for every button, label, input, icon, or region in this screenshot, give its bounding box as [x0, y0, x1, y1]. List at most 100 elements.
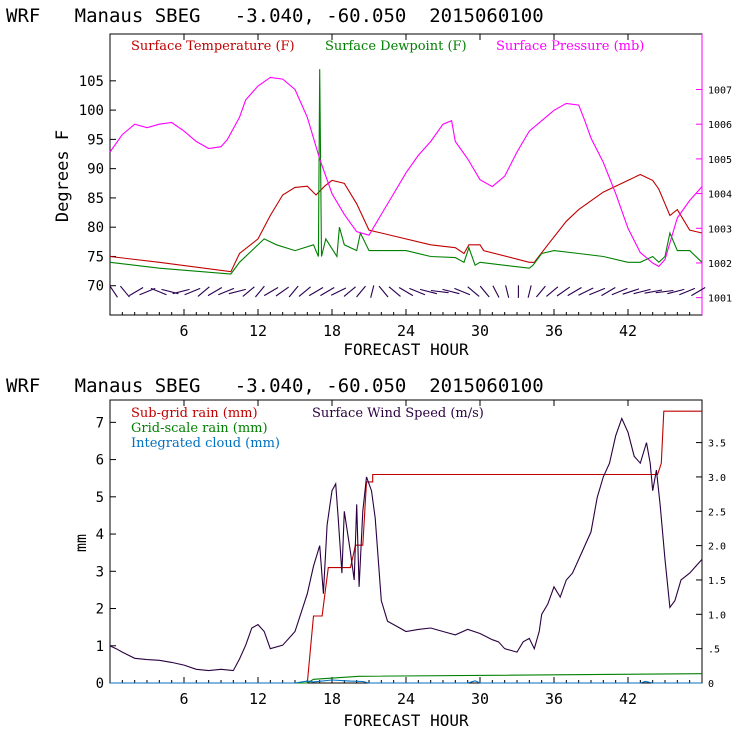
- wind-barb: [109, 285, 118, 298]
- wind-barb: [119, 285, 130, 298]
- bottom-xtick-label: 24: [397, 690, 415, 708]
- bottom-xlabel: FORECAST HOUR: [343, 711, 469, 730]
- wind-barb: [343, 286, 356, 297]
- bottom-ytick-left-label: 0: [96, 676, 104, 692]
- top-ytick-left-label: 80: [87, 220, 104, 236]
- legend-dewpoint: Surface Dewpoint (F): [325, 39, 467, 54]
- top-xtick-label: 30: [471, 322, 489, 340]
- wind-barb: [505, 285, 510, 298]
- top-xtick-label: 42: [619, 322, 637, 340]
- top-ytick-left-label: 85: [87, 191, 104, 207]
- wind-barb: [492, 285, 500, 298]
- bottom-xtick-label: 18: [323, 690, 341, 708]
- top-ytick-left-label: 100: [79, 103, 104, 119]
- wind-barb: [611, 287, 628, 296]
- legend-pressure: Surface Pressure (mb): [496, 39, 644, 54]
- bottom-xtick-label: 42: [619, 690, 637, 708]
- wind-barb: [370, 285, 375, 298]
- top-wind-barbs: [109, 285, 706, 298]
- wind-barb: [535, 285, 546, 298]
- wind-barb: [589, 287, 606, 296]
- wind-barb: [667, 288, 685, 295]
- legend-temperature: Surface Temperature (F): [131, 39, 295, 54]
- legend-subgrid-rain: Sub-grid rain (mm): [131, 406, 258, 421]
- top-ytick-right-label: 1005: [708, 155, 732, 166]
- wind-barb: [242, 286, 255, 297]
- wind-barb: [622, 288, 640, 295]
- top-xtick-label: 12: [249, 322, 267, 340]
- top-ytick-right-label: 1006: [708, 120, 732, 131]
- legend-integrated-cloud: Integrated cloud (mm): [131, 436, 280, 451]
- wind-barb: [679, 287, 696, 296]
- top-xlabel: FORECAST HOUR: [343, 340, 469, 359]
- top-ytick-left-label: 95: [87, 132, 104, 148]
- top-series: [109, 69, 706, 298]
- top-ytick-right-label: 1001: [708, 294, 732, 305]
- top-plot-frame: [109, 33, 703, 316]
- bottom-ytick-right-label: .5: [708, 645, 720, 656]
- wind-barb: [578, 287, 594, 296]
- top-series-surface-dewpoint: [109, 69, 703, 275]
- top-series-surface-temperature: [109, 173, 703, 273]
- wind-barb: [320, 287, 335, 297]
- bottom-ytick-right-label: 2.5: [708, 507, 726, 518]
- bottom-xtick-label: 36: [545, 690, 563, 708]
- bottom-ylabel: mm: [72, 534, 90, 552]
- wind-barb: [207, 287, 223, 297]
- top-ytick-left-label: 105: [79, 74, 104, 90]
- bottom-ytick-left-label: 6: [96, 453, 104, 469]
- wind-barb: [644, 289, 663, 294]
- top-series-surface-pressure: [109, 76, 703, 268]
- wind-barb: [378, 285, 389, 298]
- wind-barb: [298, 286, 311, 297]
- bottom-ytick-right-label: 3.5: [708, 439, 726, 450]
- wind-barb: [172, 288, 190, 295]
- wind-barb: [556, 286, 571, 297]
- bottom-ytick-left-label: 4: [96, 527, 104, 543]
- top-ytick-right-label: 1002: [708, 259, 732, 270]
- top-xtick-label: 18: [323, 322, 341, 340]
- top-ytick-left-label: 75: [87, 249, 104, 265]
- top-xtick-label: 36: [545, 322, 563, 340]
- bottom-ytick-right-label: 3.0: [708, 473, 726, 484]
- wind-barb: [691, 287, 706, 297]
- top-ytick-left-label: 70: [87, 279, 104, 295]
- top-ticks: 6 12 18 24 30 36 42 70 75 80 85 90 95 100 105 1001 1002 1…: [79, 34, 732, 340]
- wind-barb: [356, 285, 366, 298]
- bottom-ytick-left-label: 7: [96, 415, 104, 431]
- bottom-ytick-right-label: 0: [708, 679, 714, 690]
- top-ytick-right-label: 1004: [708, 190, 732, 201]
- top-ytick-right-label: 1007: [708, 86, 732, 97]
- wind-barb: [398, 287, 414, 297]
- wind-barb: [633, 288, 651, 295]
- bottom-xtick-label: 6: [179, 690, 188, 708]
- wind-barb: [308, 287, 324, 297]
- bottom-series: [109, 410, 703, 684]
- legend-wind-speed: Surface Wind Speed (m/s): [312, 406, 484, 421]
- bottom-series-sub-grid-rain: [110, 410, 702, 684]
- wind-barb: [479, 285, 490, 298]
- bottom-panel: WRF Manaus SBEG -3.040, -60.050 20150601…: [6, 375, 726, 730]
- bottom-series-surface-wind-speed: [109, 417, 703, 672]
- bottom-xtick-label: 12: [249, 690, 267, 708]
- wind-barb: [527, 285, 532, 298]
- wind-barb: [129, 287, 144, 297]
- top-ylabel: Degrees F: [53, 130, 73, 222]
- bottom-ytick-left-label: 5: [96, 490, 104, 506]
- wind-barb: [388, 286, 401, 297]
- wind-barb: [275, 286, 290, 297]
- wind-barb: [330, 287, 347, 296]
- bottom-series-integrated-cloud: [110, 679, 702, 684]
- wind-barb: [254, 285, 265, 298]
- top-panel: WRF Manaus SBEG -3.040, -60.050 20150601…: [6, 5, 732, 359]
- wind-barb: [409, 287, 426, 296]
- wind-barb: [288, 285, 299, 298]
- bottom-ytick-left-label: 3: [96, 564, 104, 580]
- top-title: WRF Manaus SBEG -3.040, -60.050 20150601…: [6, 5, 544, 27]
- wind-barb: [150, 287, 167, 296]
- top-ytick-right-label: 1003: [708, 224, 732, 235]
- wind-barb: [197, 286, 210, 297]
- bottom-ytick-left-label: 1: [96, 639, 104, 655]
- wind-barb: [228, 288, 246, 295]
